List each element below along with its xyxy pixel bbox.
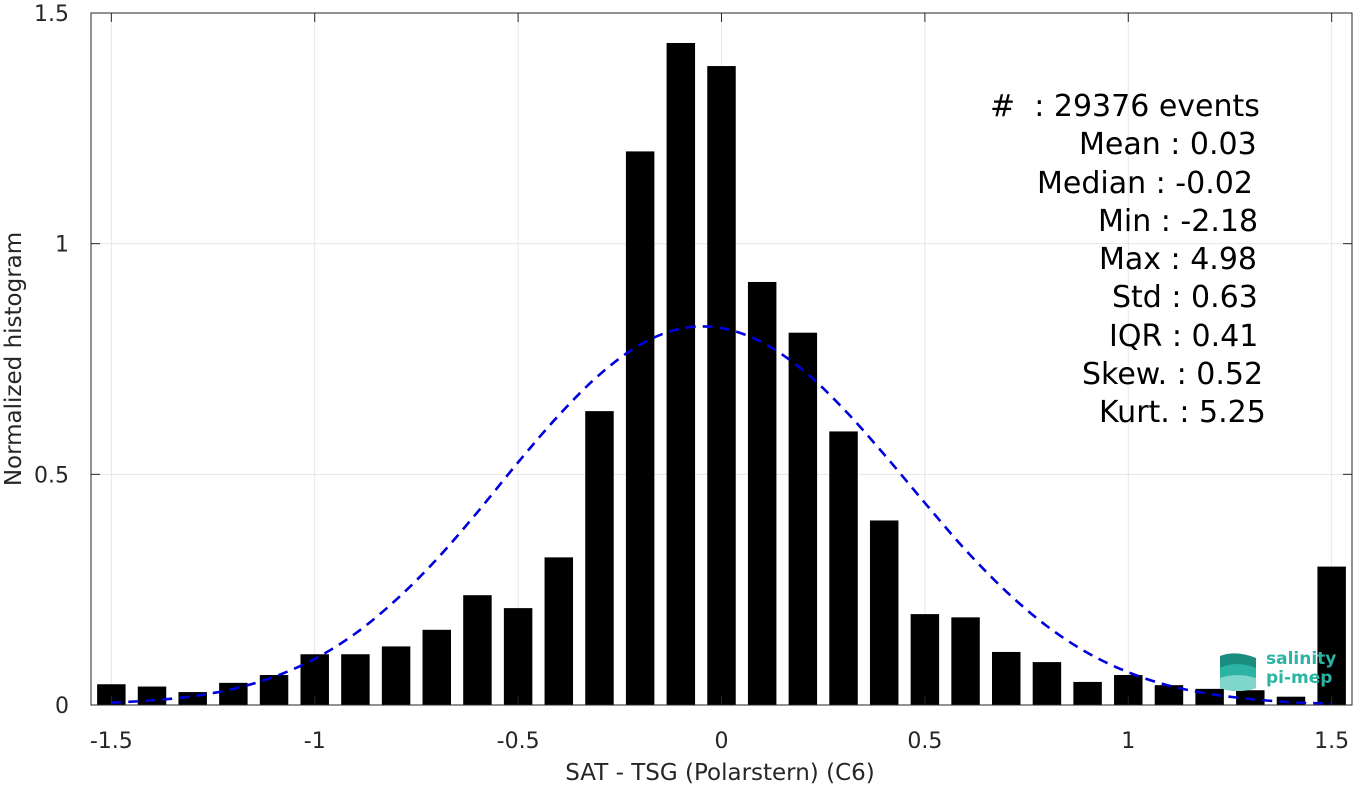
histogram-bar (869, 520, 899, 705)
salinity-wave-icon (1220, 653, 1256, 691)
y-tick-label: 0 (55, 694, 69, 719)
histogram-bar (1276, 696, 1306, 705)
x-tick-label: -0.5 (497, 729, 540, 754)
histogram-bar (992, 651, 1021, 705)
histogram-bar (625, 151, 655, 705)
histogram-bar (219, 682, 248, 705)
histogram-bar (341, 654, 370, 705)
x-axis-label: SAT - TSG (Polarstern) (C6) (565, 760, 874, 785)
histogram-bar (544, 557, 574, 705)
stat-median: Median : -0.02 (1037, 165, 1253, 201)
x-tick-label: 0 (715, 729, 729, 754)
histogram-bar (503, 608, 533, 705)
histogram-bar (137, 686, 167, 705)
stat-skew: Skew. : 0.52 (1082, 357, 1264, 393)
x-tick-label: -1.5 (90, 729, 133, 754)
histogram-bar (707, 66, 736, 705)
histogram-bar (422, 629, 451, 705)
histogram-bar (585, 411, 614, 705)
histogram-bar (788, 332, 818, 705)
y-tick-label: 0.5 (34, 463, 69, 488)
y-tick-label: 1 (55, 233, 69, 258)
stat-min: Min : -2.18 (1098, 203, 1259, 239)
histogram-bars (97, 42, 1346, 705)
histogram-bar (1073, 681, 1102, 705)
histogram-bar (97, 684, 126, 705)
histogram-bar (666, 42, 696, 705)
stat-std: Std : 0.63 (1112, 280, 1258, 316)
logo-text-salinity: salinity (1266, 649, 1337, 669)
y-tick-labels: 0 0.5 1 1.5 (34, 2, 69, 719)
axis-ticks (91, 12, 1352, 706)
histogram-bar (1317, 566, 1346, 705)
stat-events: # : 29376 events (990, 89, 1260, 124)
logo-text-pi-mep: pi-mep (1266, 668, 1333, 688)
stat-mean: Mean : 0.03 (1079, 127, 1257, 163)
histogram-bar (463, 595, 492, 705)
histogram-bar (1236, 690, 1265, 705)
histogram-bar (747, 281, 777, 705)
histogram-bar (1032, 662, 1062, 705)
x-tick-label: 1.5 (1314, 729, 1349, 754)
x-tick-labels: -1.5 -1 -0.5 0 0.5 1 1.5 (90, 729, 1349, 754)
stat-iqr: IQR : 0.41 (1109, 318, 1259, 354)
x-tick-label: 0.5 (907, 729, 942, 754)
histogram-bar (1154, 685, 1184, 705)
stat-max: Max : 4.98 (1099, 242, 1257, 278)
x-tick-label: -1 (304, 729, 326, 754)
histogram-bar (951, 617, 980, 705)
histogram-bar (910, 614, 940, 705)
y-tick-label: 1.5 (34, 2, 69, 27)
salinity-pi-mep-logo: salinity pi-mep (1216, 646, 1356, 696)
gaussian-fit-curve (111, 325, 1332, 705)
histogram-bar (829, 431, 858, 705)
histogram-bar (381, 646, 411, 705)
stat-kurt: Kurt. : 5.25 (1099, 395, 1266, 431)
y-axis-label: Normalized histogram (1, 232, 27, 486)
statistics-box: # : 29376 events Mean : 0.03 Median : -0… (930, 88, 1280, 433)
x-tick-label: 1 (1121, 729, 1135, 754)
